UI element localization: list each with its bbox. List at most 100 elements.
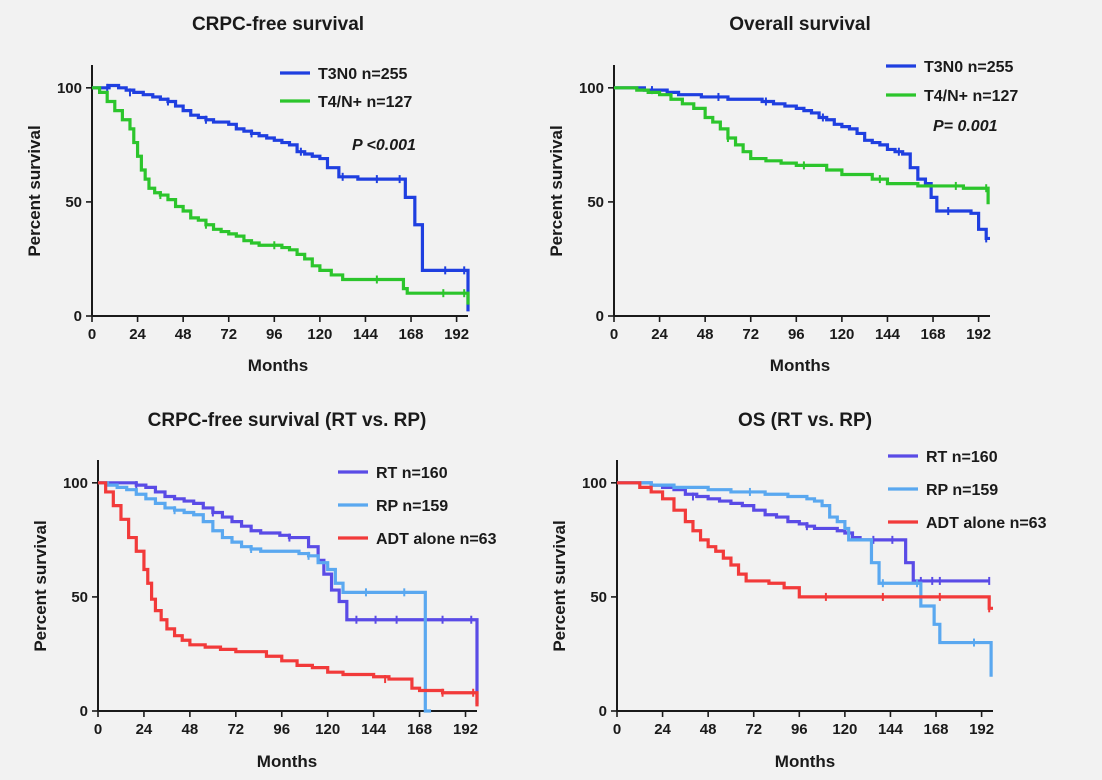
y-axis-label: Percent survival	[547, 125, 566, 256]
legend-label-adt: ADT alone n=63	[926, 515, 1047, 532]
x-tick-label: 0	[88, 326, 96, 343]
x-tick-label: 96	[791, 721, 808, 738]
x-tick-label: 48	[182, 721, 199, 738]
axes: 0 24 48 72 96 120 144 168 192 0 50 100	[582, 460, 994, 738]
y-axis-label: Percent survival	[550, 520, 569, 651]
y-axis-label: Percent survival	[31, 520, 50, 651]
x-tick-label: 24	[129, 326, 146, 343]
x-tick-label: 168	[399, 326, 424, 343]
x-tick-label: 192	[453, 721, 478, 738]
legend-label-rp: RP n=159	[926, 482, 998, 499]
x-tick-label: 24	[654, 721, 671, 738]
series-t3n0-n-255	[614, 86, 990, 243]
y-tick-label: 50	[71, 589, 88, 606]
series-rt-n-160	[98, 481, 479, 705]
series-t4-n-n-127	[614, 86, 990, 205]
x-tick-label: 144	[361, 721, 387, 738]
y-axis-label: Percent survival	[25, 125, 44, 256]
panel-crpc-free-survival: CRPC-free survival Months Percent surviv…	[25, 14, 470, 375]
x-tick-label: 96	[273, 721, 290, 738]
x-tick-label: 48	[700, 721, 717, 738]
x-tick-label: 48	[175, 326, 192, 343]
series-line	[614, 86, 990, 205]
series-adt-alone-n-63	[617, 481, 993, 613]
chart-title: CRPC-free survival (RT vs. RP)	[148, 410, 427, 431]
x-tick-label: 192	[969, 721, 994, 738]
x-axis-label: Months	[770, 356, 830, 375]
panel-overall-survival: Overall survival Months Percent survival…	[547, 14, 1018, 375]
x-tick-label: 72	[742, 326, 759, 343]
series-line	[617, 481, 990, 583]
x-tick-label: 168	[407, 721, 432, 738]
y-tick-label: 50	[587, 194, 604, 211]
y-tick-label: 100	[582, 475, 607, 492]
x-tick-label: 144	[875, 326, 901, 343]
axes: 0 24 48 72 96 120 144 168 192 0 50 100	[63, 460, 478, 738]
series-rt-n-160	[617, 481, 991, 585]
y-tick-label: 0	[596, 308, 604, 325]
y-tick-label: 50	[590, 589, 607, 606]
legend-label-rt: RT n=160	[926, 449, 998, 466]
x-tick-label: 144	[878, 721, 904, 738]
x-tick-label: 144	[353, 326, 379, 343]
legend-label-rp: RP n=159	[376, 498, 448, 515]
panel-crpc-free-rt-vs-rp: CRPC-free survival (RT vs. RP) Months Pe…	[31, 410, 497, 771]
x-tick-label: 168	[924, 721, 949, 738]
series-line	[98, 481, 432, 713]
x-tick-label: 72	[227, 721, 244, 738]
axes: 0 24 48 72 96 120 144 168 192 0 50 100	[579, 65, 991, 343]
legend: RT n=160 RP n=159 ADT alone n=63	[888, 449, 1047, 532]
chart-title: OS (RT vs. RP)	[738, 410, 872, 431]
x-tick-label: 72	[745, 721, 762, 738]
series-line	[92, 83, 470, 312]
legend-label-rt: RT n=160	[376, 465, 448, 482]
p-value-annotation: P= 0.001	[933, 118, 998, 135]
legend: RT n=160 RP n=159 ADT alone n=63	[338, 465, 497, 548]
series-rp-n-159	[617, 481, 993, 677]
x-tick-label: 0	[94, 721, 102, 738]
y-tick-label: 0	[74, 308, 82, 325]
series-line	[614, 86, 990, 241]
series-line	[98, 481, 479, 707]
series-t4-n-n-127	[92, 86, 470, 305]
x-tick-label: 192	[444, 326, 469, 343]
legend-label-adt: ADT alone n=63	[376, 531, 497, 548]
x-tick-label: 96	[266, 326, 283, 343]
chart-title: CRPC-free survival	[192, 14, 364, 35]
x-axis-label: Months	[257, 752, 317, 771]
x-tick-label: 192	[966, 326, 991, 343]
x-tick-label: 48	[697, 326, 714, 343]
series-line	[92, 86, 470, 305]
x-tick-label: 24	[651, 326, 668, 343]
x-axis-label: Months	[775, 752, 835, 771]
series-line	[98, 481, 479, 705]
x-tick-label: 120	[307, 326, 332, 343]
y-tick-label: 50	[65, 194, 82, 211]
series-line	[617, 481, 993, 610]
x-tick-label: 120	[315, 721, 340, 738]
x-tick-label: 24	[136, 721, 153, 738]
x-tick-label: 0	[610, 326, 618, 343]
legend-label-t4n: T4/N+ n=127	[924, 88, 1018, 105]
legend-label-t3n0: T3N0 n=255	[318, 66, 407, 83]
legend: T3N0 n=255 T4/N+ n=127	[886, 59, 1018, 105]
p-value-annotation: P <0.001	[352, 137, 416, 154]
panel-os-rt-vs-rp: OS (RT vs. RP) Months Percent survival R…	[550, 410, 1047, 771]
x-tick-label: 120	[829, 326, 854, 343]
legend-label-t3n0: T3N0 n=255	[924, 59, 1013, 76]
series-line	[617, 481, 993, 677]
legend-label-t4n: T4/N+ n=127	[318, 94, 412, 111]
y-tick-label: 100	[57, 80, 82, 97]
y-tick-label: 100	[579, 80, 604, 97]
x-tick-label: 0	[613, 721, 621, 738]
chart-title: Overall survival	[729, 14, 871, 35]
x-tick-label: 72	[220, 326, 237, 343]
y-tick-label: 0	[599, 703, 607, 720]
series-t3n0-n-255	[92, 83, 470, 312]
y-tick-label: 100	[63, 475, 88, 492]
x-tick-label: 120	[832, 721, 857, 738]
x-axis-label: Months	[248, 356, 308, 375]
series-rp-n-159	[98, 481, 432, 713]
axes: 0 24 48 72 96 120 144 168 192 0 50 100	[57, 65, 469, 343]
